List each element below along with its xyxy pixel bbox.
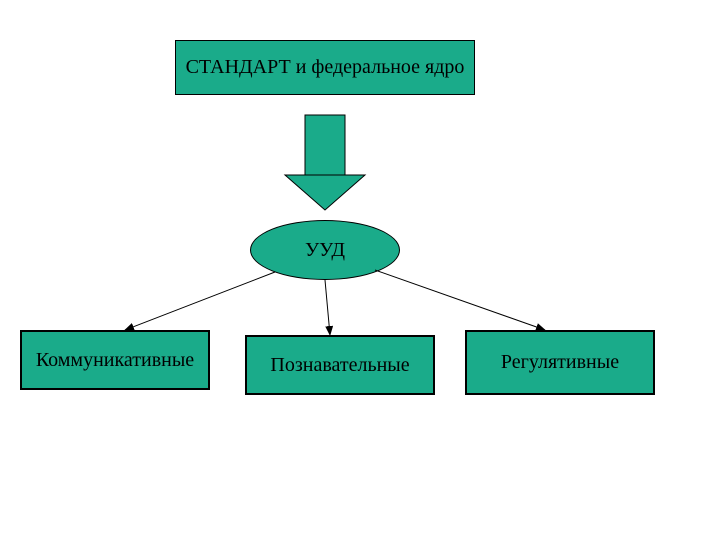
edge-line bbox=[125, 272, 275, 330]
edge-line bbox=[375, 270, 545, 330]
node-communicative-label: Коммуникативные bbox=[36, 349, 194, 372]
node-standard-label: СТАНДАРТ и федеральное ядро bbox=[186, 56, 465, 79]
node-uud-label: УУД bbox=[305, 239, 345, 262]
node-regulatory-label: Регулятивные bbox=[501, 351, 619, 374]
node-communicative: Коммуникативные bbox=[20, 330, 210, 390]
edge-line bbox=[325, 280, 330, 335]
node-cognitive-label: Познавательные bbox=[270, 354, 409, 377]
arrow-down-icon bbox=[285, 115, 365, 210]
node-uud-ellipse: УУД bbox=[250, 220, 400, 280]
node-cognitive: Познавательные bbox=[245, 335, 435, 395]
node-regulatory: Регулятивные bbox=[465, 330, 655, 395]
node-standard-federal-core: СТАНДАРТ и федеральное ядро bbox=[175, 40, 475, 95]
